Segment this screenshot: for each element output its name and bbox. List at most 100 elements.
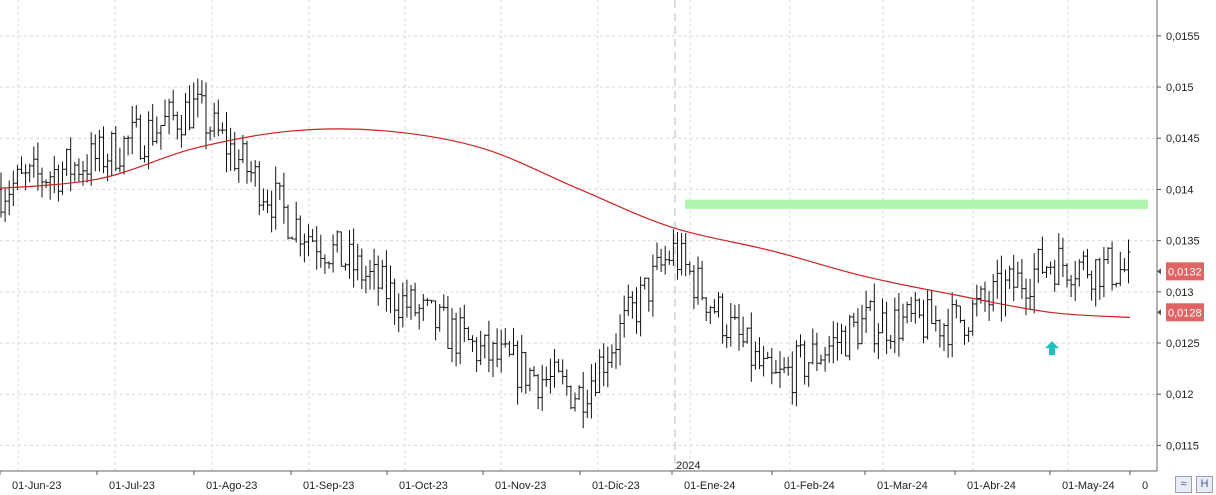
ohlc-bar [327,261,331,269]
ohlc-bar [843,325,848,357]
ohlc-bar [1106,247,1110,265]
ohlc-bar [1126,239,1131,284]
ohlc-bar [64,148,69,176]
ohlc-bar [626,284,631,316]
ohlc-bar [708,305,713,324]
ohlc-bar [1069,274,1074,298]
ohlc-bar [376,255,381,306]
ohlc-bar [204,82,208,150]
ohlc-bar [60,161,65,195]
ohlc-bar [146,111,151,170]
ohlc-bar [1044,265,1049,278]
x-tick-label: 01-Jun-23 [12,480,62,492]
ohlc-bar [1065,263,1069,288]
ohlc-bar [564,369,569,396]
x-axis-labels: 01-Jun-23 01-Jul-23 01-Ago-23 01-Sep-23 01-O… [12,460,1148,492]
ohlc-bar [56,164,61,202]
ohlc-bar [236,149,241,183]
ohlc-bar [794,340,799,407]
ohlc-bar [331,234,336,273]
ohlc-bar [880,298,885,334]
ohlc-bar [765,351,770,359]
ohlc-bar [298,215,303,257]
ohlc-bar [511,327,516,356]
x-tick-label: 01-Mar-24 [877,480,928,492]
ohlc-bar [786,356,791,376]
ohlc-bar [839,323,844,355]
ohlc-bar [302,233,307,263]
ohlc-bar [675,232,680,280]
chart-grid [0,0,1157,471]
x-tick-label: 01-Feb-24 [784,480,835,492]
y-tick-label: 0,014 [1166,184,1194,196]
ohlc-bar [954,299,959,319]
ohlc-bar [597,349,602,394]
ohlc-bar [1036,248,1041,284]
ohlc-bar [208,126,213,141]
y-tick-label: 0,0155 [1166,31,1200,43]
ohlc-bar [339,231,344,267]
ohlc-bar [1077,259,1082,287]
ohlc-bar [905,301,910,324]
ohlc-bar [306,224,311,257]
ohlc-bar [97,129,102,172]
ohlc-bar [277,182,282,201]
ohlc-bar [585,389,590,419]
ohlc-bar [343,263,348,271]
ohlc-bar [503,328,508,348]
ma-last-badge-text: 0,0128 [1168,307,1202,319]
ohlc-bar [437,304,442,332]
moving-average-line [0,128,1131,319]
ohlc-bar [445,296,450,349]
ohlc-bar [896,292,901,357]
ohlc-bar [868,300,873,311]
ohlc-bar [663,245,668,275]
ohlc-bar [52,156,57,194]
ohlc-bar [27,163,32,183]
ohlc-bar [864,290,869,333]
ohlc-bar [1073,260,1078,302]
ohlc-bar [884,301,889,355]
y-tick-label: 0,0125 [1166,338,1200,350]
ohlc-bar [634,287,639,334]
fit-button[interactable]: ≈ [1175,476,1192,493]
ohlc-bar [999,255,1004,322]
ohlc-bar [933,305,938,332]
ohlc-bar [667,250,672,265]
ohlc-bar [991,274,996,312]
ohlc-bar [318,234,323,268]
save-button[interactable]: H [1196,476,1213,493]
ohlc-bar [593,362,598,397]
ohlc-bar [659,248,664,273]
ohlc-bar [388,265,393,314]
ohlc-bar [609,344,614,368]
ohlc-bar [577,385,582,400]
ohlc-bar [474,337,479,373]
ohlc-bar [769,347,774,385]
ohlc-bar [1032,253,1037,314]
ohlc-bar [712,299,717,314]
ohlc-bar [958,305,963,323]
resistance-band-layer [685,199,1148,209]
ohlc-bar [1028,278,1033,311]
ohlc-bar [888,334,893,349]
ohlc-bar [696,256,700,305]
ohlc-bar [544,366,549,387]
ohlc-bar [773,359,778,374]
ohlc-bar [601,343,606,387]
ohlc-bar [1081,250,1086,271]
ohlc-bar [552,349,557,388]
ohlc-bar [163,99,167,126]
ohlc-bar [265,189,270,213]
ohlc-bar [827,335,832,363]
ohlc-bar [359,248,364,290]
ohlc-bar [798,334,803,358]
x-tick-label: 01-Nov-23 [495,480,546,492]
ohlc-bar [823,346,828,372]
ohlc-bar [113,126,118,172]
ohlc-bar [158,124,163,150]
ohlc-bar [1056,233,1061,286]
ohlc-bar [642,277,647,290]
ohlc-bars [0,78,1131,429]
